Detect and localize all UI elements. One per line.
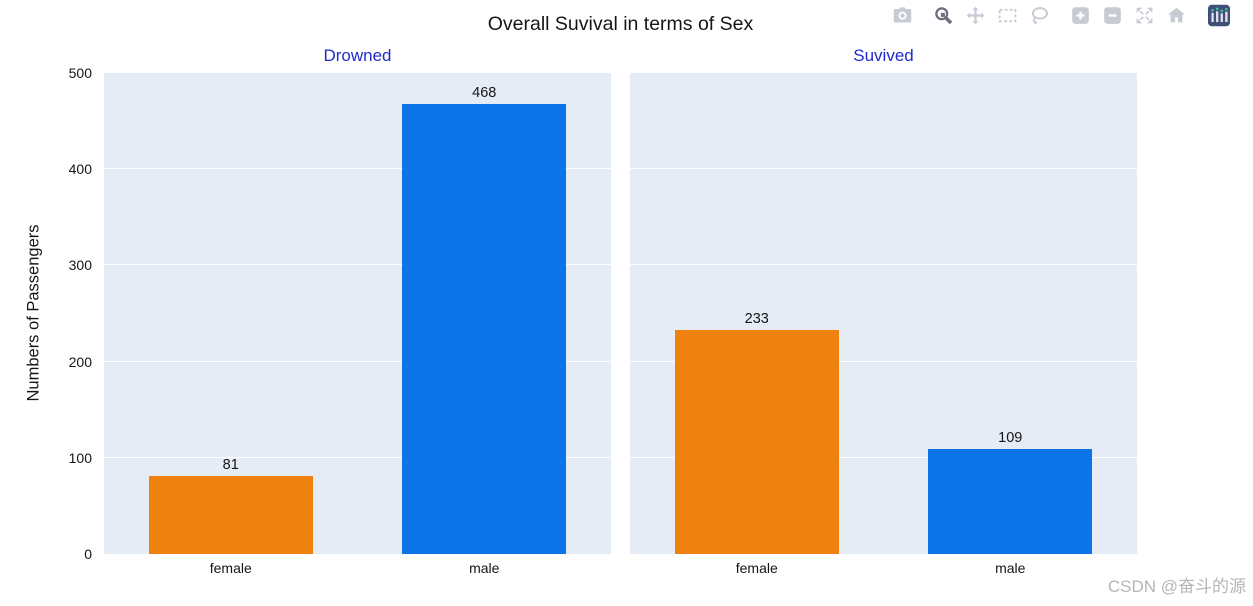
- x-tick-label: male: [995, 560, 1026, 576]
- gridline: [630, 168, 1137, 170]
- bar-value-label: 109: [998, 430, 1023, 447]
- bar-female[interactable]: [148, 476, 313, 554]
- gridline: [104, 264, 611, 266]
- gridline: [630, 264, 1137, 266]
- pan-icon[interactable]: [965, 5, 986, 26]
- subplot-suvived-plot-area[interactable]: Suvived 233 female 109 male: [630, 46, 1137, 576]
- bar-value-label: 233: [744, 310, 769, 327]
- box-select-icon[interactable]: [997, 5, 1018, 26]
- subplot-title-drowned: Drowned: [323, 46, 392, 65]
- bar-value-label: 81: [222, 457, 239, 474]
- bar-female[interactable]: [674, 329, 839, 554]
- subplot-title-suvived: Suvived: [853, 46, 914, 65]
- gridline: [630, 456, 1137, 458]
- y-tick-label: 200: [68, 353, 92, 370]
- x-tick-label: female: [209, 560, 252, 576]
- x-tick-label: male: [469, 560, 500, 576]
- y-tick-label: 0: [84, 546, 92, 562]
- gridline: [104, 360, 611, 362]
- plotly-logo-icon[interactable]: [1207, 4, 1231, 27]
- reset-axes-icon[interactable]: [1166, 5, 1187, 26]
- bar-male[interactable]: [402, 103, 567, 554]
- zoom-out-icon[interactable]: [1102, 5, 1123, 26]
- lasso-select-icon[interactable]: [1029, 5, 1050, 26]
- zoom-in-icon[interactable]: [1070, 5, 1091, 26]
- bar-male[interactable]: [928, 449, 1093, 554]
- chart-title: Overall Suvival in terms of Sex: [487, 13, 754, 35]
- y-tick-label: 100: [68, 449, 92, 466]
- download-plot-icon[interactable]: [892, 5, 913, 26]
- zoom-icon[interactable]: [933, 5, 954, 26]
- x-tick-label: female: [735, 560, 778, 576]
- autoscale-icon[interactable]: [1134, 5, 1155, 26]
- y-tick-label: 300: [68, 257, 92, 274]
- gridline: [630, 360, 1137, 362]
- csdn-watermark: CSDN @奋斗的源: [1107, 577, 1246, 596]
- y-tick-label: 500: [68, 65, 92, 81]
- gridline: [104, 456, 611, 458]
- gridline: [104, 168, 611, 170]
- bar-value-label: 468: [472, 84, 497, 101]
- subplot-drowned-plot-area[interactable]: Drowned 81 female 468 male: [104, 46, 611, 576]
- plotly-modebar: [892, 4, 1231, 27]
- y-tick-label: 400: [68, 161, 92, 178]
- y-axis-tick-labels: 0 100 200 300 400 500: [0, 65, 98, 562]
